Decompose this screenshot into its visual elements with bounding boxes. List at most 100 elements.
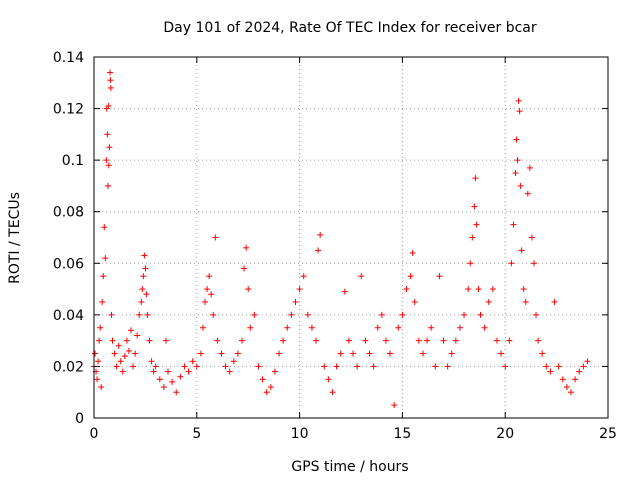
y-tick-label: 0.14: [53, 50, 84, 66]
data-point: [533, 311, 540, 318]
data-point: [572, 376, 579, 383]
data-point: [115, 342, 122, 349]
data-point: [514, 157, 521, 164]
data-point: [461, 311, 468, 318]
data-point: [374, 324, 381, 331]
data-point: [477, 311, 484, 318]
data-point: [204, 286, 211, 293]
data-point: [481, 324, 488, 331]
data-point: [239, 337, 246, 344]
x-tick-label: 0: [90, 426, 99, 442]
data-point: [143, 291, 150, 298]
data-point: [102, 255, 109, 262]
y-tick-label: 0.08: [53, 205, 84, 221]
data-point: [535, 337, 542, 344]
data-point: [105, 102, 112, 109]
data-point: [313, 337, 320, 344]
data-point: [125, 347, 132, 354]
data-point: [107, 84, 114, 91]
data-point: [370, 363, 377, 370]
data-point: [308, 324, 315, 331]
data-point: [489, 286, 496, 293]
data-point: [152, 363, 159, 370]
data-point: [304, 311, 311, 318]
data-point: [315, 247, 322, 254]
data-point: [473, 221, 480, 228]
data-point: [493, 337, 500, 344]
data-point: [113, 363, 120, 370]
data-point: [321, 363, 328, 370]
data-point: [189, 358, 196, 365]
data-point: [424, 337, 431, 344]
x-tick-label: 15: [393, 426, 411, 442]
data-point: [138, 298, 145, 305]
y-tick-label: 0.02: [53, 359, 84, 375]
data-point: [475, 286, 482, 293]
data-point: [337, 350, 344, 357]
data-point: [516, 108, 523, 115]
data-point: [407, 273, 414, 280]
data-point: [444, 363, 451, 370]
data-point: [399, 311, 406, 318]
data-point: [524, 190, 531, 197]
data-point: [419, 350, 426, 357]
data-point: [107, 77, 114, 84]
data-point: [485, 298, 492, 305]
data-point: [292, 298, 299, 305]
data-point: [156, 376, 163, 383]
data-point: [296, 286, 303, 293]
data-point: [288, 311, 295, 318]
data-point: [267, 384, 274, 391]
data-point: [104, 182, 111, 189]
data-point: [517, 182, 524, 189]
data-point: [382, 337, 389, 344]
data-point: [508, 260, 515, 267]
plot-frame: [93, 56, 609, 419]
data-point: [123, 337, 130, 344]
chart-title: Day 101 of 2024, Rate Of TEC Index for r…: [163, 20, 537, 36]
y-tick-label: 0.06: [53, 256, 84, 272]
data-point: [471, 203, 478, 210]
data-point: [210, 311, 217, 318]
data-point: [271, 368, 278, 375]
data-point: [121, 353, 128, 360]
data-point: [333, 363, 340, 370]
x-axis-label: GPS time / hours: [291, 459, 408, 475]
data-point: [345, 337, 352, 344]
data-point: [142, 265, 149, 272]
data-point: [428, 324, 435, 331]
y-tick-label: 0.04: [53, 308, 84, 324]
data-point: [325, 376, 332, 383]
data-point: [119, 368, 126, 375]
data-point: [580, 363, 587, 370]
data-point: [230, 358, 237, 365]
data-points: [91, 69, 591, 409]
data-point: [173, 389, 180, 396]
data-point: [177, 373, 184, 380]
y-tick-label: 0.1: [62, 153, 84, 169]
data-point: [547, 368, 554, 375]
data-point: [415, 337, 422, 344]
data-point: [99, 298, 106, 305]
data-point: [448, 350, 455, 357]
y-tick-labels: 0 0.02 0.04 0.06 0.08 0.1 0.12 0.14: [53, 50, 84, 427]
data-point: [103, 157, 110, 164]
data-point: [206, 273, 213, 280]
data-point: [251, 311, 258, 318]
data-point: [391, 402, 398, 409]
data-point: [567, 389, 574, 396]
data-point: [146, 337, 153, 344]
data-point: [411, 298, 418, 305]
data-point: [202, 298, 209, 305]
data-point: [440, 337, 447, 344]
data-point: [263, 389, 270, 396]
data-point: [212, 234, 219, 241]
data-point: [467, 260, 474, 267]
data-point: [95, 358, 102, 365]
data-point: [148, 358, 155, 365]
data-point: [465, 286, 472, 293]
data-point: [222, 363, 229, 370]
axis-ticks: [93, 56, 609, 419]
data-point: [243, 244, 250, 251]
